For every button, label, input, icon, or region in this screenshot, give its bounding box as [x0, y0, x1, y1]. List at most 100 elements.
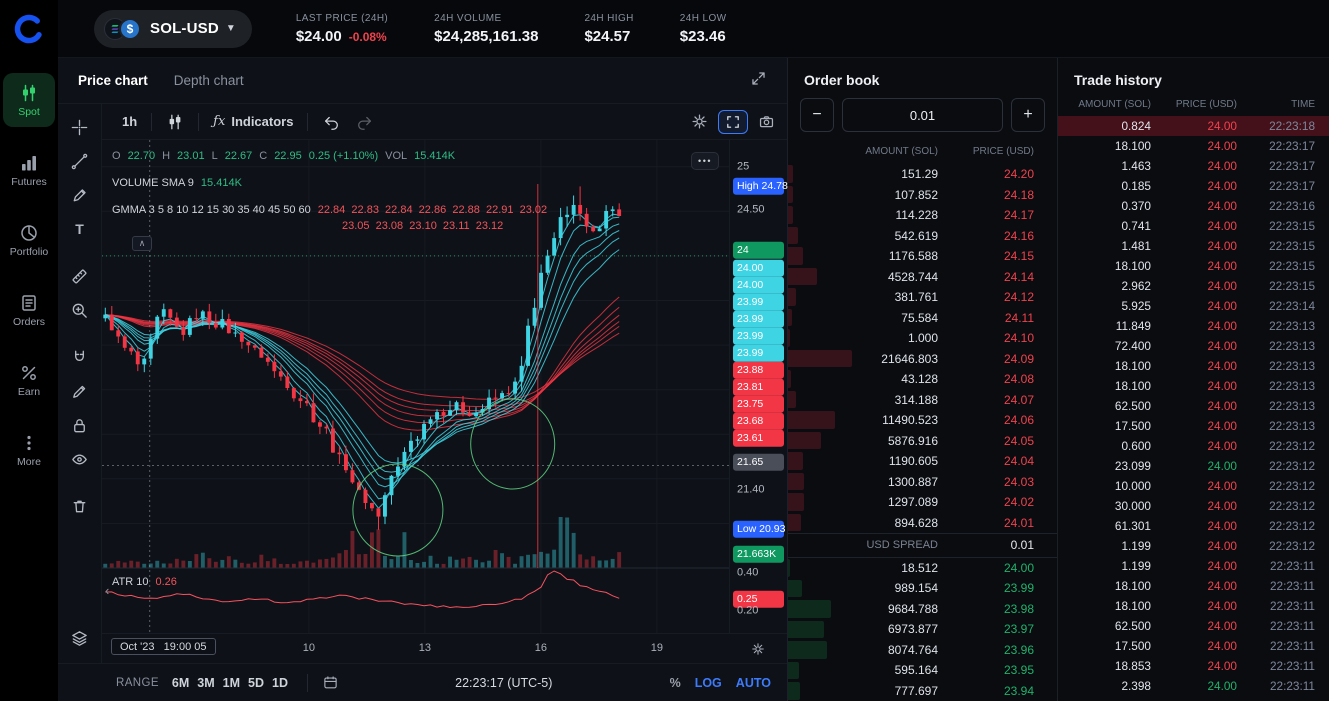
orderbook-row[interactable]: 1190.605 24.04 — [788, 451, 1057, 472]
order-price: 23.98 — [1003, 601, 1034, 616]
orderbook-row[interactable]: 314.188 24.07 — [788, 389, 1057, 410]
increase-aggregation-button[interactable]: + — [1011, 98, 1045, 132]
zoom-in-icon[interactable] — [65, 293, 95, 327]
lock-icon[interactable] — [65, 408, 95, 442]
range-6m-button[interactable]: 6M — [168, 674, 193, 692]
orderbook-row[interactable]: 18.512 24.00 — [788, 558, 1057, 579]
order-price: 24.15 — [1003, 249, 1034, 263]
trade-row: 18.853 24.00 22:23:11 — [1058, 656, 1329, 676]
annotate-icon[interactable] — [65, 374, 95, 408]
orderbook-row[interactable]: 107.852 24.18 — [788, 184, 1057, 205]
order-amount: 43.128 — [901, 372, 938, 386]
price-chart-canvas[interactable] — [102, 140, 729, 633]
hide-icon[interactable] — [65, 442, 95, 476]
orderbook-row[interactable]: 894.628 24.01 — [788, 512, 1057, 533]
orderbook-row[interactable]: 6973.877 23.97 — [788, 619, 1057, 640]
orderbook-row[interactable]: 1.000 24.10 — [788, 328, 1057, 349]
sidebar-item-futures[interactable]: Futures — [3, 143, 55, 197]
orderbook-row[interactable]: 595.164 23.95 — [788, 660, 1057, 681]
divider — [151, 112, 153, 131]
orderbook-row[interactable]: 4528.744 24.14 — [788, 266, 1057, 287]
axis-settings-gear-icon[interactable] — [751, 642, 765, 656]
text-icon[interactable]: T — [75, 221, 84, 237]
orderbook-row[interactable]: 75.584 24.11 — [788, 307, 1057, 328]
orderbook-row[interactable]: 1297.089 24.02 — [788, 492, 1057, 513]
pair-selector[interactable]: $ SOL-USD ▼ — [94, 9, 252, 48]
trade-price: 24.00 — [1207, 239, 1237, 253]
range-1d-button[interactable]: 1D — [268, 674, 292, 692]
sidebar-item-portfolio[interactable]: Portfolio — [3, 213, 55, 267]
sidebar-item-orders[interactable]: Orders — [3, 283, 55, 337]
trade-time: 22:23:13 — [1269, 399, 1315, 413]
auto-scale-button[interactable]: AUTO — [735, 675, 771, 690]
price-axis-label: 25 — [737, 160, 750, 173]
chart-settings-gear-icon[interactable] — [691, 113, 708, 130]
chart-tabs: Price chart Depth chart — [58, 58, 787, 104]
orderbook-row[interactable]: 989.154 23.99 — [788, 578, 1057, 599]
orderbook-row[interactable]: 9684.788 23.98 — [788, 599, 1057, 620]
time-axis[interactable]: Oct '23 19:00 05 10 13 16 19 — [102, 633, 787, 663]
trade-amount: 0.824 — [1121, 119, 1151, 133]
chart-more-button[interactable]: ••• — [691, 152, 719, 170]
orderbook-row[interactable]: 11490.523 24.06 — [788, 410, 1057, 431]
market-stat: LAST PRICE (24H) $24.00 -0.08% — [296, 13, 388, 45]
orderbook-row[interactable]: 151.29 24.20 — [788, 164, 1057, 185]
orderbook-row[interactable]: 114.228 24.17 — [788, 205, 1057, 226]
trade-amount: 5.925 — [1121, 299, 1151, 313]
range-5d-button[interactable]: 5D — [244, 674, 268, 692]
orderbook-row[interactable]: 777.697 23.94 — [788, 681, 1057, 701]
price-axis[interactable]: 25 High 24.78 24.50 24 24.00 24.00 23.99 23.99 2… — [729, 140, 788, 633]
time-axis-track[interactable]: Oct '23 19:00 05 10 13 16 19 — [102, 634, 729, 663]
sidebar-item-spot[interactable]: Spot — [3, 73, 55, 127]
trade-amount: 1.199 — [1121, 559, 1151, 573]
aggregation-value[interactable]: 0.01 — [842, 98, 1003, 132]
crosshair-icon[interactable] — [65, 110, 95, 144]
decrease-aggregation-button[interactable]: − — [800, 98, 834, 132]
magnet-icon[interactable] — [65, 340, 95, 374]
candle-type-icon[interactable] — [158, 109, 192, 135]
fullscreen-button[interactable] — [718, 109, 748, 134]
undo-icon[interactable] — [314, 109, 348, 135]
camera-snapshot-icon[interactable] — [758, 113, 775, 130]
sidebar-item-label: Futures — [11, 175, 47, 188]
sidebar-item-more[interactable]: More — [3, 423, 55, 477]
depth-bar — [788, 620, 825, 638]
orderbook-row[interactable]: 1300.887 24.03 — [788, 471, 1057, 492]
expand-chart-icon[interactable] — [750, 70, 767, 87]
orderbook-row[interactable]: 5876.916 24.05 — [788, 430, 1057, 451]
tab-price-chart[interactable]: Price chart — [78, 73, 148, 88]
orderbook-row[interactable]: 43.128 24.08 — [788, 369, 1057, 390]
orderbook-row[interactable]: 381.761 24.12 — [788, 287, 1057, 308]
spread-value: 0.01 — [1010, 538, 1034, 553]
redo-icon[interactable] — [348, 109, 382, 135]
calendar-icon[interactable] — [323, 675, 338, 690]
indicators-button[interactable]: ƒx Indicators — [205, 110, 301, 133]
trade-price: 24.00 — [1207, 359, 1237, 373]
pie-icon — [19, 223, 39, 243]
price-chart[interactable]: O 22.70 H 23.01 L 22.67 C 22.95 0.25 (+1.10%) VOL… — [102, 140, 729, 633]
range-1m-button[interactable]: 1M — [219, 674, 244, 692]
trend-line-icon[interactable] — [65, 144, 95, 178]
orderbook-row[interactable]: 8074.764 23.96 — [788, 640, 1057, 661]
range-buttons: 6M 3M 1M 5D 1D — [168, 674, 292, 692]
brush-icon[interactable] — [65, 178, 95, 212]
depth-bar — [788, 493, 804, 511]
remove-icon[interactable] — [65, 489, 95, 523]
app-logo[interactable] — [12, 12, 46, 51]
orderbook-row[interactable]: 1176.588 24.15 — [788, 246, 1057, 267]
orderbook-row[interactable]: 542.619 24.16 — [788, 225, 1057, 246]
pane-collapse-icon[interactable]: ‹ — [105, 583, 110, 598]
price-axis-label: 24.00 — [733, 259, 784, 277]
measure-icon[interactable] — [65, 259, 95, 293]
interval-button[interactable]: 1h — [114, 110, 145, 133]
range-3m-button[interactable]: 3M — [193, 674, 218, 692]
percent-scale-button[interactable]: % — [669, 675, 681, 690]
orderbook-row[interactable]: 21646.803 24.09 — [788, 348, 1057, 369]
layers-icon[interactable] — [65, 621, 95, 655]
depth-bar — [788, 165, 794, 183]
clock: 22:23:17 (UTC-5) — [455, 675, 553, 690]
sidebar-item-earn[interactable]: Earn — [3, 353, 55, 407]
log-scale-button[interactable]: LOG — [694, 675, 722, 690]
legend-collapse-button[interactable]: ∧ — [132, 236, 152, 251]
tab-depth-chart[interactable]: Depth chart — [173, 73, 244, 88]
